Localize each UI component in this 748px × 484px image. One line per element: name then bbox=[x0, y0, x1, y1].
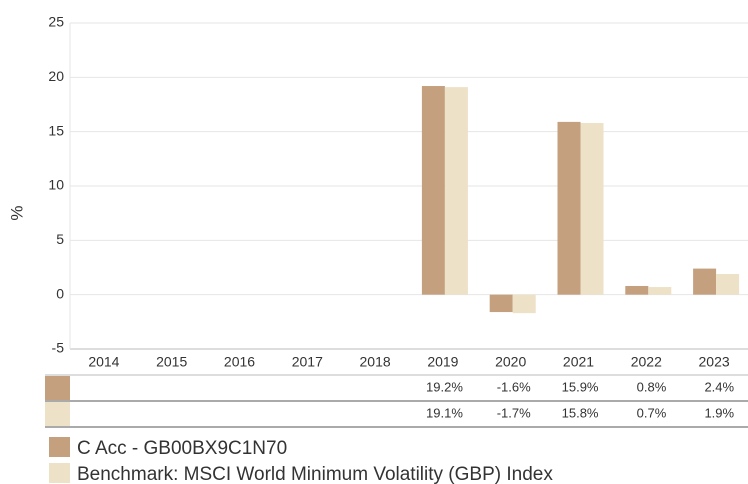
x-tick-label: 2017 bbox=[292, 354, 323, 370]
table-value: 2.4% bbox=[704, 379, 734, 394]
y-tick-label: 15 bbox=[48, 122, 64, 138]
x-tick-label: 2021 bbox=[563, 354, 594, 370]
bar bbox=[421, 86, 445, 295]
x-tick-label: 2018 bbox=[360, 354, 391, 370]
table-value: 0.8% bbox=[637, 379, 667, 394]
y-tick-label: -5 bbox=[52, 340, 65, 356]
bar bbox=[557, 121, 581, 295]
x-tick-label: 2016 bbox=[224, 354, 255, 370]
y-tick-label: 10 bbox=[48, 177, 64, 193]
x-tick-label: 2023 bbox=[699, 354, 730, 370]
x-tick-label: 2020 bbox=[495, 354, 526, 370]
bar bbox=[580, 122, 604, 295]
table-value: 0.7% bbox=[637, 405, 667, 420]
legend-swatch bbox=[49, 437, 70, 457]
table-swatch bbox=[45, 402, 70, 426]
legend-swatch bbox=[49, 463, 70, 483]
y-tick-label: 25 bbox=[48, 14, 64, 30]
bar bbox=[444, 87, 468, 295]
x-tick-label: 2019 bbox=[427, 354, 458, 370]
table-value: 15.8% bbox=[562, 405, 599, 420]
bar bbox=[625, 285, 649, 295]
bar bbox=[693, 268, 717, 295]
y-tick-label: 5 bbox=[56, 231, 64, 247]
table-value: -1.7% bbox=[497, 405, 531, 420]
y-tick-label: 0 bbox=[56, 285, 64, 301]
table-swatch bbox=[45, 376, 70, 400]
legend-text: C Acc - GB00BX9C1N70 bbox=[77, 438, 287, 459]
legend-text: Benchmark: MSCI World Minimum Volatility… bbox=[77, 464, 553, 484]
table-value: -1.6% bbox=[497, 379, 531, 394]
bar bbox=[716, 274, 740, 295]
y-axis-label: % bbox=[7, 205, 26, 220]
x-tick-label: 2014 bbox=[88, 354, 119, 370]
table-value: 1.9% bbox=[704, 405, 734, 420]
table-value: 19.2% bbox=[426, 379, 463, 394]
bar bbox=[512, 294, 536, 314]
table-value: 15.9% bbox=[562, 379, 599, 394]
bar bbox=[489, 294, 513, 313]
table-value: 19.1% bbox=[426, 405, 463, 420]
x-tick-label: 2022 bbox=[631, 354, 662, 370]
y-tick-label: 20 bbox=[48, 68, 64, 84]
x-tick-label: 2015 bbox=[156, 354, 187, 370]
bar bbox=[648, 287, 672, 295]
